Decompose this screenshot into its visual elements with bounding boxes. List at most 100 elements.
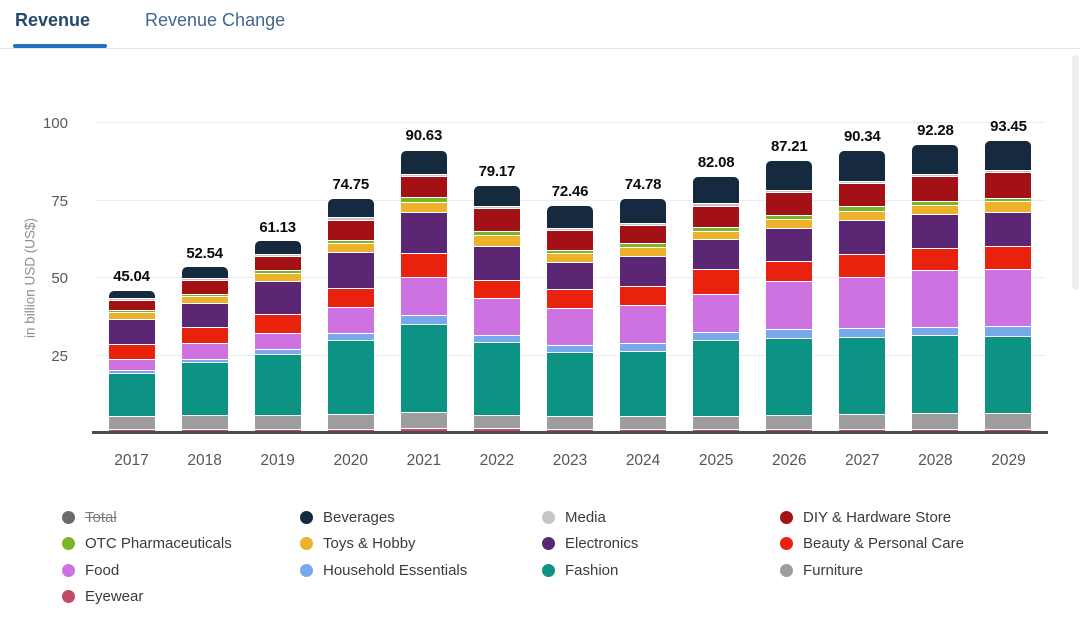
bar-segment-food[interactable] bbox=[693, 294, 740, 333]
bar-segment-media[interactable] bbox=[254, 254, 301, 257]
bar-segment-beauty-personal-care[interactable] bbox=[546, 290, 593, 309]
bar-segment-furniture[interactable] bbox=[693, 417, 740, 429]
bar-segment-household-essentials[interactable] bbox=[546, 345, 593, 352]
bar-segment-eyewear[interactable] bbox=[546, 429, 593, 431]
bar-segment-eyewear[interactable] bbox=[693, 429, 740, 431]
legend-item-diy-hardware-store[interactable]: DIY & Hardware Store bbox=[780, 509, 1040, 526]
legend-item-media[interactable]: Media bbox=[542, 509, 780, 526]
bar-segment-fashion[interactable] bbox=[108, 373, 155, 416]
bar-segment-furniture[interactable] bbox=[912, 414, 959, 429]
bar-segment-diy-hardware-store[interactable] bbox=[181, 280, 228, 294]
legend-item-furniture[interactable]: Furniture bbox=[780, 562, 1040, 579]
bar-segment-media[interactable] bbox=[985, 170, 1032, 173]
bar-segment-beverages[interactable] bbox=[327, 199, 374, 218]
bar-segment-electronics[interactable] bbox=[620, 257, 667, 287]
stacked-bar-2029[interactable] bbox=[985, 141, 1032, 431]
bar-segment-furniture[interactable] bbox=[327, 415, 374, 429]
bar-segment-toys-hobby[interactable] bbox=[693, 231, 740, 240]
bar-segment-furniture[interactable] bbox=[766, 416, 813, 429]
bar-segment-fashion[interactable] bbox=[473, 342, 520, 415]
bar-segment-fashion[interactable] bbox=[693, 341, 740, 417]
bar-segment-furniture[interactable] bbox=[473, 415, 520, 428]
bar-segment-eyewear[interactable] bbox=[400, 428, 447, 431]
bar-segment-fashion[interactable] bbox=[985, 336, 1032, 413]
bar-segment-beauty-personal-care[interactable] bbox=[327, 288, 374, 307]
bar-segment-media[interactable] bbox=[108, 298, 155, 300]
stacked-bar-2017[interactable] bbox=[108, 290, 155, 431]
bar-segment-fashion[interactable] bbox=[254, 354, 301, 415]
bar-segment-household-essentials[interactable] bbox=[327, 334, 374, 341]
bar-segment-beverages[interactable] bbox=[766, 160, 813, 190]
bar-segment-household-essentials[interactable] bbox=[912, 327, 959, 336]
bar-segment-beauty-personal-care[interactable] bbox=[473, 280, 520, 298]
bar-segment-diy-hardware-store[interactable] bbox=[693, 206, 740, 227]
bar-segment-toys-hobby[interactable] bbox=[839, 211, 886, 221]
bar-segment-beauty-personal-care[interactable] bbox=[985, 247, 1032, 270]
bar-segment-electronics[interactable] bbox=[400, 212, 447, 254]
bar-segment-furniture[interactable] bbox=[181, 416, 228, 429]
bar-segment-household-essentials[interactable] bbox=[839, 328, 886, 338]
stacked-bar-2026[interactable] bbox=[766, 160, 813, 431]
legend-item-electronics[interactable]: Electronics bbox=[542, 535, 780, 552]
stacked-bar-2020[interactable] bbox=[327, 199, 374, 431]
bar-segment-food[interactable] bbox=[839, 277, 886, 328]
bar-segment-media[interactable] bbox=[839, 181, 886, 183]
bar-segment-food[interactable] bbox=[766, 281, 813, 329]
bar-segment-diy-hardware-store[interactable] bbox=[839, 183, 886, 207]
bar-segment-beverages[interactable] bbox=[985, 141, 1032, 170]
bar-segment-beverages[interactable] bbox=[839, 151, 886, 181]
bar-segment-fashion[interactable] bbox=[620, 352, 667, 417]
bar-segment-eyewear[interactable] bbox=[766, 429, 813, 431]
stacked-bar-2028[interactable] bbox=[912, 144, 959, 431]
bar-segment-eyewear[interactable] bbox=[181, 429, 228, 431]
bar-segment-household-essentials[interactable] bbox=[400, 316, 447, 324]
legend-item-beauty-personal-care[interactable]: Beauty & Personal Care bbox=[780, 535, 1040, 552]
bar-segment-otc-pharmaceuticals[interactable] bbox=[327, 240, 374, 243]
bar-segment-beauty-personal-care[interactable] bbox=[912, 248, 959, 271]
bar-segment-media[interactable] bbox=[546, 228, 593, 230]
bar-segment-beverages[interactable] bbox=[254, 240, 301, 254]
bar-segment-electronics[interactable] bbox=[766, 228, 813, 262]
bar-segment-beauty-personal-care[interactable] bbox=[254, 315, 301, 333]
bar-segment-otc-pharmaceuticals[interactable] bbox=[985, 198, 1032, 202]
legend-item-toys-hobby[interactable]: Toys & Hobby bbox=[300, 535, 542, 552]
bar-segment-electronics[interactable] bbox=[839, 221, 886, 254]
bar-segment-diy-hardware-store[interactable] bbox=[766, 192, 813, 215]
bar-segment-media[interactable] bbox=[912, 174, 959, 177]
bar-segment-electronics[interactable] bbox=[546, 263, 593, 290]
bar-segment-eyewear[interactable] bbox=[912, 429, 959, 431]
stacked-bar-2021[interactable] bbox=[400, 150, 447, 431]
bar-segment-food[interactable] bbox=[912, 271, 959, 327]
bar-segment-food[interactable] bbox=[108, 359, 155, 370]
bar-segment-household-essentials[interactable] bbox=[985, 327, 1032, 336]
bar-segment-diy-hardware-store[interactable] bbox=[400, 177, 447, 198]
bar-segment-eyewear[interactable] bbox=[473, 428, 520, 431]
bar-segment-media[interactable] bbox=[327, 218, 374, 220]
bar-segment-diy-hardware-store[interactable] bbox=[327, 220, 374, 240]
bar-segment-toys-hobby[interactable] bbox=[108, 313, 155, 320]
legend-item-fashion[interactable]: Fashion bbox=[542, 562, 780, 579]
bar-segment-media[interactable] bbox=[620, 223, 667, 225]
bar-segment-diy-hardware-store[interactable] bbox=[108, 300, 155, 311]
bar-segment-media[interactable] bbox=[473, 206, 520, 208]
bar-segment-household-essentials[interactable] bbox=[254, 350, 301, 354]
bar-segment-otc-pharmaceuticals[interactable] bbox=[693, 227, 740, 231]
bar-segment-beverages[interactable] bbox=[546, 206, 593, 228]
bar-segment-household-essentials[interactable] bbox=[108, 370, 155, 373]
bar-segment-diy-hardware-store[interactable] bbox=[473, 208, 520, 231]
stacked-bar-2025[interactable] bbox=[693, 176, 740, 431]
bar-segment-eyewear[interactable] bbox=[839, 429, 886, 431]
bar-segment-eyewear[interactable] bbox=[620, 429, 667, 431]
bar-segment-toys-hobby[interactable] bbox=[473, 235, 520, 247]
bar-segment-beverages[interactable] bbox=[108, 290, 155, 298]
bar-segment-beverages[interactable] bbox=[912, 144, 959, 174]
bar-segment-otc-pharmaceuticals[interactable] bbox=[254, 271, 301, 273]
bar-segment-household-essentials[interactable] bbox=[766, 329, 813, 338]
bar-segment-otc-pharmaceuticals[interactable] bbox=[839, 207, 886, 211]
bar-segment-toys-hobby[interactable] bbox=[327, 243, 374, 253]
bar-segment-toys-hobby[interactable] bbox=[400, 202, 447, 212]
bar-segment-electronics[interactable] bbox=[254, 282, 301, 315]
tab-revenue[interactable]: Revenue bbox=[15, 10, 91, 30]
bar-segment-household-essentials[interactable] bbox=[181, 359, 228, 363]
bar-segment-diy-hardware-store[interactable] bbox=[254, 257, 301, 271]
